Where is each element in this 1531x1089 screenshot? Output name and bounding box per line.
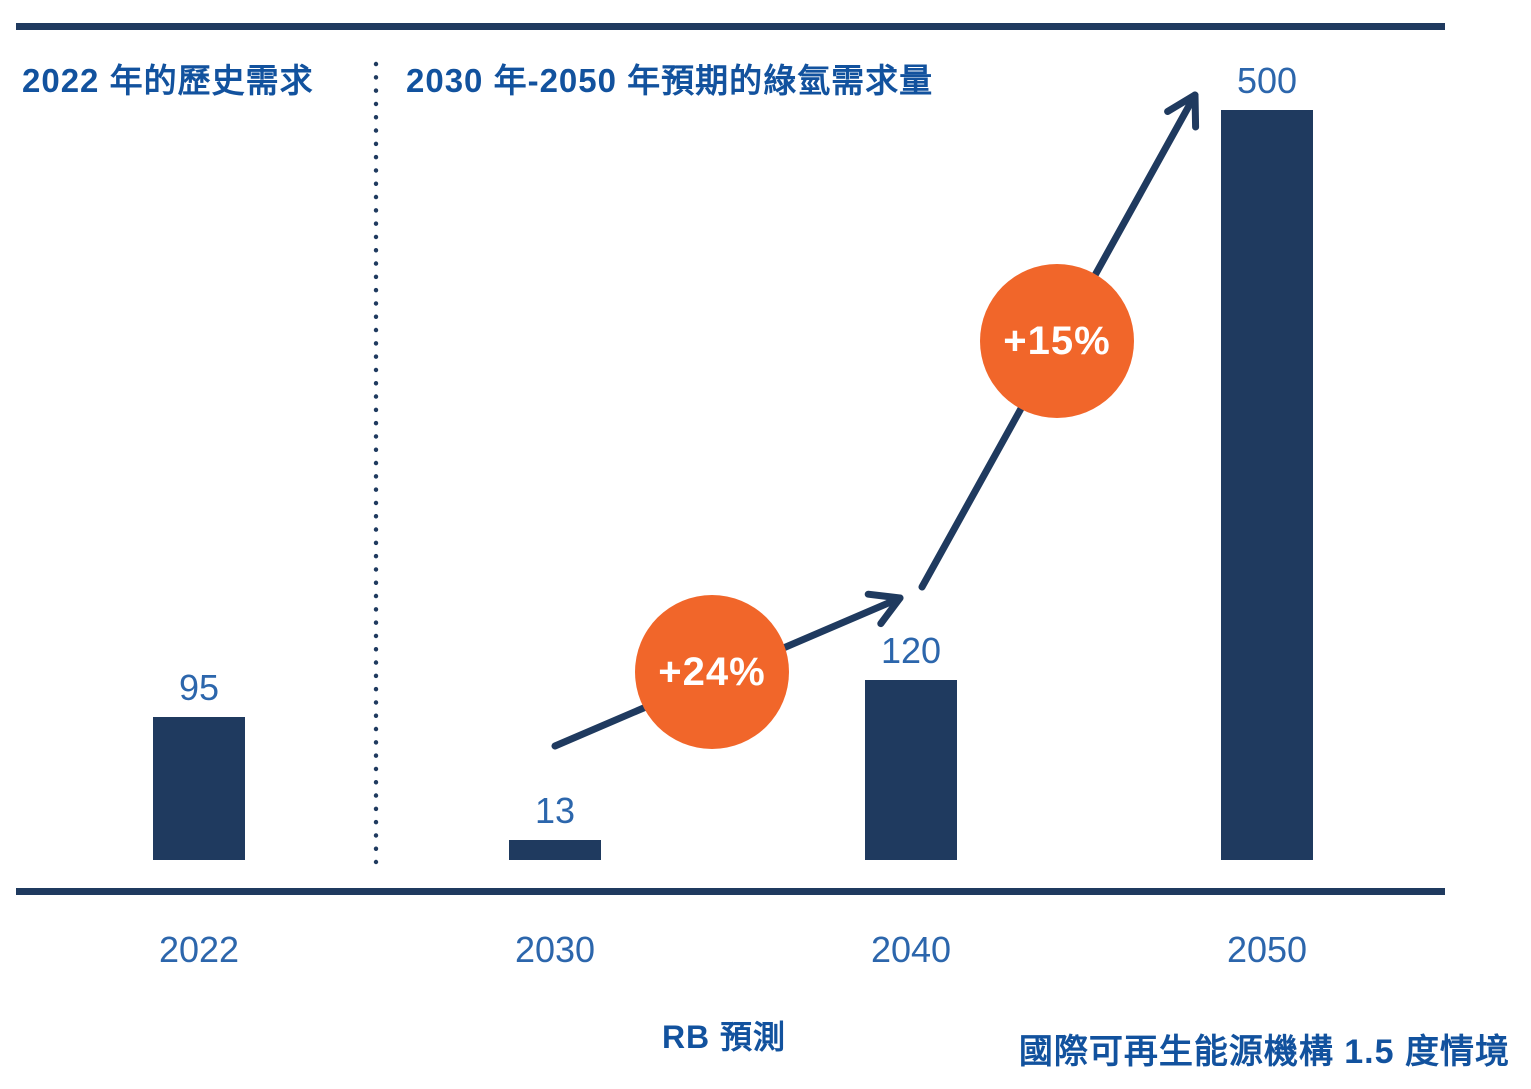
growth-annotation-24pct: +24%: [635, 595, 789, 749]
arrowhead-icon: [864, 590, 904, 628]
bar-2030: [509, 840, 601, 860]
x-tick-2050: 2050: [1226, 929, 1308, 970]
x-tick-2030: 2030: [514, 929, 596, 970]
x-tick-2040: 2040: [870, 929, 952, 970]
section-title-right: 2030 年-2050 年預期的綠氫需求量: [406, 62, 934, 99]
bar-2022: [153, 717, 245, 860]
growth-annotation-15pct: +15%: [980, 264, 1134, 418]
value-label-2040: 120: [880, 630, 942, 671]
footnote-rb-forecast: RB 預測: [661, 1019, 787, 1055]
bar-2050: [1221, 110, 1313, 860]
bar-2040: [865, 680, 957, 860]
x-axis-line: [16, 888, 1445, 895]
section-title-left: 2022 年的歷史需求: [22, 62, 314, 99]
top-rule: [16, 23, 1445, 30]
section-divider-dotted-line: [373, 61, 379, 865]
x-tick-2022: 2022: [158, 929, 240, 970]
value-label-2050: 500: [1236, 60, 1298, 101]
footnote-irena-scenario: 國際可再生能源機構 1.5 度情境: [1018, 1033, 1510, 1071]
value-label-2030: 13: [534, 790, 576, 831]
value-label-2022: 95: [178, 667, 220, 708]
